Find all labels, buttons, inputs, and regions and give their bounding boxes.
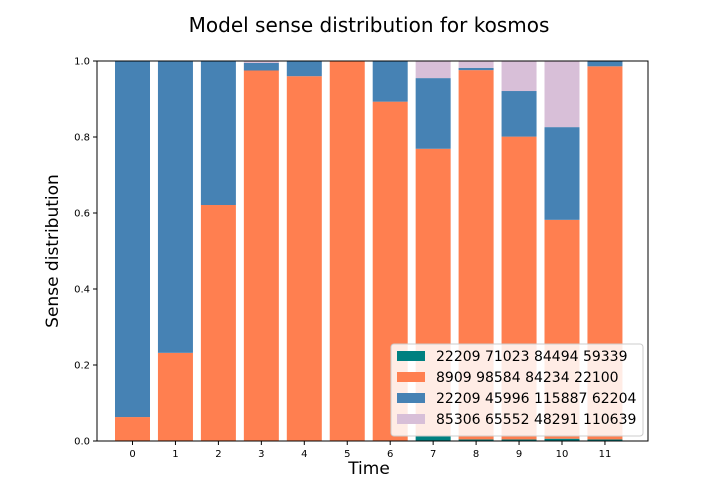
bar-series1-cat2: [200, 205, 236, 441]
x-tick-label: 6: [387, 449, 393, 460]
y-axis: 0.0 0.2 0.4 0.6 0.8 1.0: [74, 57, 97, 448]
x-tick-label: 1: [172, 449, 178, 460]
bar-series2-cat2: [200, 61, 236, 206]
y-tick-label: 0.0: [74, 437, 90, 448]
bar-series2-cat4: [286, 61, 322, 77]
x-axis-label: Time: [347, 459, 390, 479]
x-tick-label: 10: [556, 449, 569, 460]
legend-box: [390, 343, 644, 437]
bar-series2-cat7: [415, 78, 451, 149]
bar-series2-cat1: [157, 61, 193, 353]
y-tick-label: 1.0: [74, 57, 90, 68]
bar-series1-cat0: [115, 417, 150, 441]
legend: 22209 71023 84494 59339 8909 98584 84234 …: [390, 343, 644, 437]
bar-series2-cat9: [501, 91, 537, 137]
y-tick-label: 0.8: [74, 133, 90, 144]
bar-series3-cat9: [501, 61, 537, 92]
bar-series2-cat11: [587, 61, 623, 67]
x-tick-label: 8: [473, 449, 479, 460]
bar-series1-cat5: [329, 61, 365, 441]
bar-series2-cat8: [458, 67, 494, 71]
bar-series0-cat8: [458, 439, 494, 441]
bars-layer: [115, 61, 623, 441]
legend-swatch: [397, 372, 425, 382]
y-axis-label: Sense distribution: [43, 174, 63, 328]
x-tick-label: 7: [430, 449, 436, 460]
bar-series1-cat4: [286, 76, 322, 441]
y-tick-label: 0.6: [74, 209, 90, 220]
chart-title: Model sense distribution for kosmos: [189, 13, 550, 37]
x-tick-label: 5: [344, 449, 350, 460]
bar-series3-cat7: [415, 61, 451, 79]
bar-series3-cat8: [458, 61, 494, 68]
x-tick-label: 2: [215, 449, 221, 460]
bar-series3-cat3: [243, 61, 279, 63]
bar-series0-cat9: [501, 439, 537, 441]
legend-label: 8909 98584 84234 22100: [436, 370, 619, 386]
bar-series2-cat0: [115, 61, 150, 418]
legend-swatch: [397, 414, 425, 424]
bar-series3-cat10: [544, 61, 580, 128]
bar-series0-cat10: [544, 438, 580, 441]
x-axis: 0 1 2 3 4 5 6 7 8 9 10 11: [129, 441, 611, 460]
bar-series0-cat11: [587, 439, 623, 441]
plot-frame: [96, 60, 649, 442]
legend-label: 22209 71023 84494 59339: [436, 349, 628, 365]
legend-label: 85306 65552 48291 110639: [436, 412, 636, 428]
bar-series1-cat3: [243, 70, 279, 441]
x-tick-label: 3: [258, 449, 264, 460]
legend-label: 22209 45996 115887 62204: [436, 391, 636, 407]
legend-swatch: [397, 351, 425, 361]
bar-series1-cat1: [157, 352, 193, 441]
x-tick-label: 11: [599, 449, 612, 460]
y-tick-label: 0.4: [74, 285, 90, 296]
y-tick-label: 0.2: [74, 361, 90, 372]
legend-swatch: [397, 393, 425, 403]
x-tick-label: 0: [129, 449, 135, 460]
bar-series2-cat3: [243, 62, 279, 71]
x-tick-label: 4: [301, 449, 307, 460]
x-tick-label: 9: [516, 449, 522, 460]
bar-series2-cat6: [372, 61, 408, 102]
bar-series0-cat7: [415, 436, 451, 441]
bar-series2-cat10: [544, 127, 580, 220]
